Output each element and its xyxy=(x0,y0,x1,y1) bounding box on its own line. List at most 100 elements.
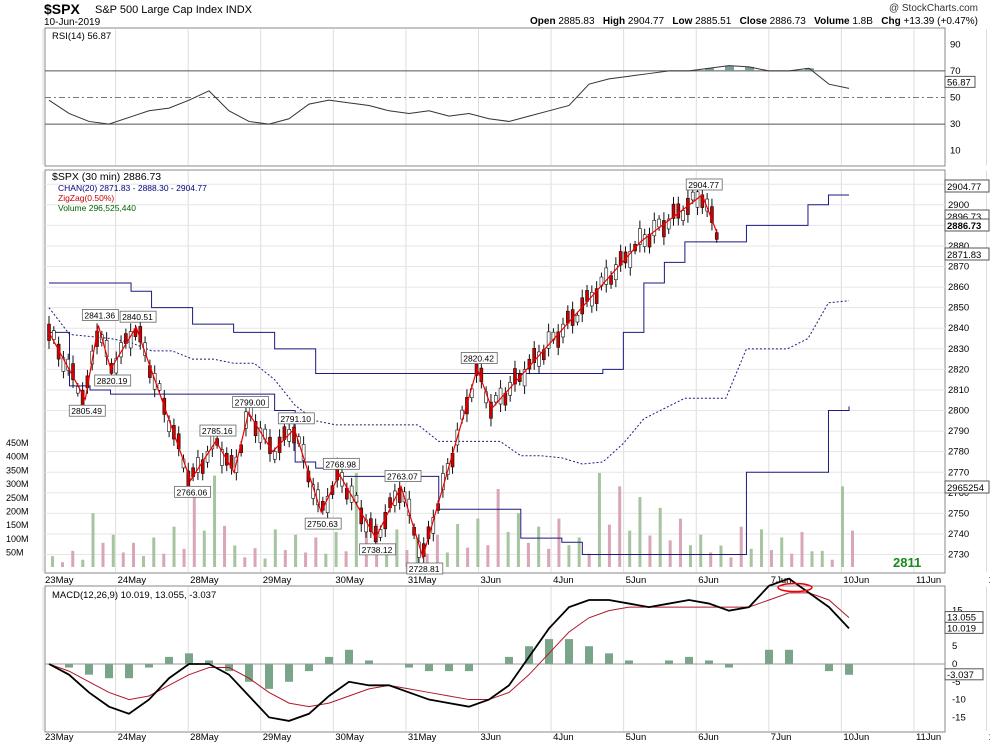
annotation-text: 2763.07 xyxy=(387,472,418,482)
macd-tag-text: 13.055 xyxy=(947,613,976,624)
zigzag-annotation: 2820.42 xyxy=(460,352,498,364)
x-tick-label-bottom: 4Jun xyxy=(553,732,574,743)
rsi-overbought-fill xyxy=(725,65,734,71)
zigzag-annotation: 2766.06 xyxy=(174,485,211,498)
count-label: 2811 xyxy=(893,555,921,570)
zigzag-annotation: 2750.63 xyxy=(304,517,342,530)
price-tag: 2904.77 xyxy=(944,179,990,193)
macd-histogram-bar xyxy=(745,664,753,665)
price-tick-label: 2840 xyxy=(948,323,969,334)
volume-bar xyxy=(395,529,399,567)
candle-body xyxy=(489,401,493,419)
candle-body xyxy=(556,331,561,348)
x-tick-label-bottom: 30May xyxy=(335,732,364,743)
candle-body xyxy=(272,451,277,460)
candle-body xyxy=(52,330,56,340)
macd-tag-box xyxy=(944,621,984,634)
zigzag-annotation: 2820.19 xyxy=(94,374,132,387)
rsi-tick-label: 70 xyxy=(950,66,961,77)
x-tick-label: 29May xyxy=(263,575,292,586)
macd-histogram-bar xyxy=(305,664,313,672)
price-tag: 2871.83 xyxy=(944,247,990,261)
price-tick-label: 2770 xyxy=(948,467,969,478)
macd-histogram-bar xyxy=(365,660,373,664)
macd-histogram-bar xyxy=(565,639,573,664)
candle-body xyxy=(628,251,633,268)
chart-header: $SPX S&P 500 Large Cap Index INDX 10-Jun… xyxy=(0,0,990,28)
macd-histogram-bar xyxy=(765,649,773,664)
volume-bar xyxy=(334,532,338,567)
volume-bar xyxy=(314,537,318,567)
rsi-legend: RSI(14) 56.87 xyxy=(52,31,111,42)
volume-bar xyxy=(435,534,439,567)
volume-bar xyxy=(668,540,672,567)
volume-tick-label: 350M xyxy=(6,465,29,475)
rsi-tag-box xyxy=(944,75,976,88)
volume-bar xyxy=(800,532,804,567)
macd-histogram-bar xyxy=(105,664,113,679)
macd-histogram-bar xyxy=(185,653,193,664)
price-tick-label: 2880 xyxy=(948,241,969,252)
volume-value: 1.8B xyxy=(852,16,873,27)
candle-body xyxy=(325,495,330,513)
x-tick-label-bottom: 11Jun xyxy=(916,732,941,743)
macd-histogram-bar xyxy=(385,664,393,665)
annotation-box xyxy=(685,178,723,191)
x-tick-label: 11Jun xyxy=(916,575,941,586)
macd-histogram-bar xyxy=(705,660,713,664)
candle-body xyxy=(522,369,527,387)
macd-histogram-bar xyxy=(245,664,253,682)
zigzag-annotation: 2840.51 xyxy=(119,310,157,323)
candle-body xyxy=(369,518,373,532)
annotation-text: 2766.06 xyxy=(177,487,208,497)
macd-histogram-bar xyxy=(585,646,593,664)
price-tick-label: 2830 xyxy=(948,344,969,355)
volume-bar xyxy=(739,526,743,567)
price-tag: 2886.73 xyxy=(944,218,990,232)
macd-histogram-bar xyxy=(665,660,673,664)
x-tick-label-bottom: 29May xyxy=(263,732,292,743)
volume-legend: Volume 296,525,440 xyxy=(58,203,136,213)
candle-body xyxy=(493,395,498,403)
candle-body xyxy=(532,347,536,363)
price-tick-label: 2810 xyxy=(948,385,969,396)
volume-bar xyxy=(567,545,571,567)
macd-histogram-bar xyxy=(285,664,293,682)
candle-body xyxy=(114,358,119,374)
macd-histogram-bar xyxy=(485,664,493,665)
volume-bar xyxy=(841,486,844,567)
exchange: INDX xyxy=(225,4,252,16)
x-tick-label: 24May xyxy=(118,575,147,586)
macd-tag-box xyxy=(944,668,984,681)
rsi-line xyxy=(48,65,850,125)
price-legend: $SPX (30 min) 2886.73 xyxy=(52,171,161,183)
price-tick-label: 2740 xyxy=(948,529,969,540)
chg-value: +13.39 (+0.47%) xyxy=(903,16,979,27)
x-tick-label-bottom: 5Jun xyxy=(626,732,647,743)
candle-body xyxy=(244,411,248,429)
candle-body xyxy=(196,457,200,473)
volume-bar xyxy=(294,534,298,567)
zigzag-annotation: 2791.10 xyxy=(277,412,315,425)
annotation-box xyxy=(460,352,498,364)
annotation-box xyxy=(304,517,342,530)
price-tick-label: 2750 xyxy=(948,508,969,519)
candle-body xyxy=(354,495,359,503)
volume-bar xyxy=(709,552,713,567)
candle-body xyxy=(157,383,162,391)
zigzag-annotations: 2841.36 2840.51 2820.19 2805.49 2785.16 2799.… xyxy=(68,178,723,575)
candle-body xyxy=(590,291,594,307)
macd-histogram-bar xyxy=(465,664,473,672)
volume-bar xyxy=(577,537,581,567)
annotation-box xyxy=(81,309,119,321)
price-tag-text: 2896.73 xyxy=(947,212,981,223)
x-tick-label-bottom: 28May xyxy=(190,732,219,743)
high-label: High xyxy=(602,16,626,27)
zigzag-annotation: 2728.81 xyxy=(406,562,444,575)
volume-bar xyxy=(61,562,64,567)
macd-histogram-bar xyxy=(265,664,273,689)
macd-histogram-bar xyxy=(145,664,153,668)
volume-tick-label: 450M xyxy=(6,438,29,448)
x-tick-label-bottom: 6Jun xyxy=(698,732,719,743)
macd-histogram-bar xyxy=(805,664,813,665)
